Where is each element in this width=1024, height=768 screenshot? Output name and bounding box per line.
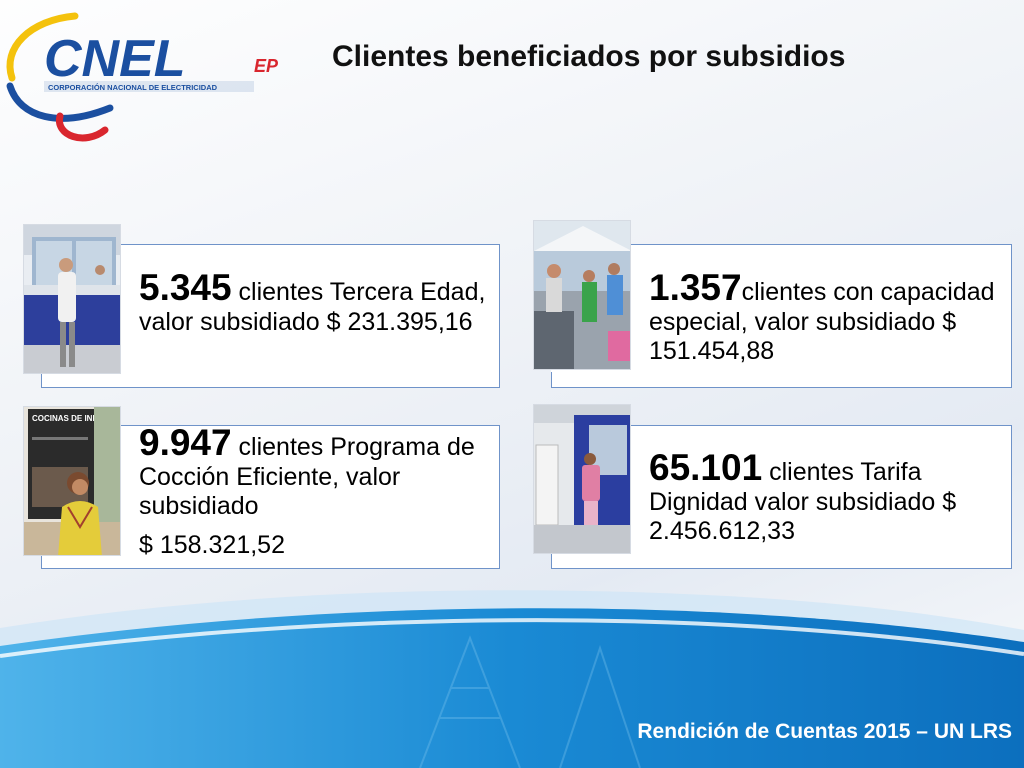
- service-window-woman-photo: [533, 404, 631, 554]
- logo-suffix: EP: [254, 56, 279, 76]
- logo-brand: CNEL: [44, 30, 186, 88]
- card-capacidad-especial-description: clientes con capacidad especial, valor s…: [649, 278, 995, 365]
- card-capacidad-especial-number: 1.357: [649, 267, 742, 308]
- card-tarifa-dignidad-number: 65.101: [649, 447, 763, 488]
- outdoor-service-booth-photo: [533, 220, 631, 370]
- logo-tagline: CORPORACIÓN NACIONAL DE ELECTRICIDAD: [48, 83, 218, 92]
- induction-cooking-poster-photo: COCINAS DE INDUCCIÓN: [23, 406, 121, 556]
- card-tarifa-dignidad-text: 65.101 clientes Tarifa Dignidad valor su…: [649, 448, 1001, 546]
- page-title: Clientes beneficiados por subsidios: [332, 40, 846, 73]
- cnel-logo: CNEL EP CORPORACIÓN NACIONAL DE ELECTRIC…: [6, 12, 279, 142]
- card-coccion-eficiente-number: 9.947: [139, 422, 232, 463]
- office-counter-elderly-man-photo: [23, 224, 121, 374]
- card-capacidad-especial-text: 1.357clientes con capacidad especial, va…: [649, 268, 1001, 366]
- card-tarifa-dignidad-description: clientes Tarifa Dignidad valor subsidiad…: [649, 458, 957, 545]
- poster-title: COCINAS DE INDUCCIÓN: [32, 414, 121, 423]
- card-tercera-edad-description: clientes Tercera Edad, valor subsidiado …: [139, 278, 486, 336]
- footer-text: Rendición de Cuentas 2015 – UN LRS: [637, 720, 1012, 743]
- card-tercera-edad-number: 5.345: [139, 267, 232, 308]
- card-coccion-eficiente-amount: $ 158.321,52: [139, 531, 285, 559]
- card-tercera-edad-text: 5.345 clientes Tercera Edad, valor subsi…: [139, 268, 489, 337]
- card-coccion-eficiente-text: 9.947 clientes Programa de Cocción Efici…: [139, 423, 489, 560]
- bottom-wave-decoration: [0, 590, 1024, 768]
- card-coccion-eficiente-description: clientes Programa de Cocción Eficiente, …: [139, 433, 475, 520]
